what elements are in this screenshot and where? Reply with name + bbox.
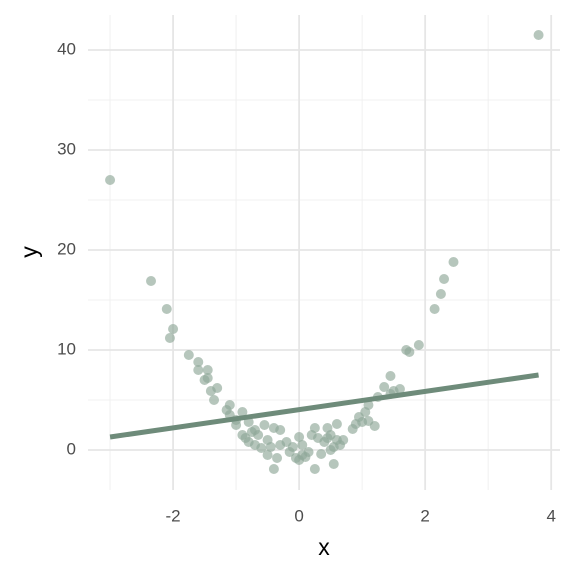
point: [413, 340, 424, 350]
point: [253, 430, 264, 440]
point: [435, 289, 446, 299]
point: [328, 459, 339, 469]
y-tick-label: 10: [57, 339, 76, 358]
point: [224, 400, 235, 410]
point: [297, 440, 308, 450]
trend-line: [109, 372, 539, 440]
point: [212, 383, 223, 393]
point: [369, 421, 380, 431]
point: [202, 373, 213, 383]
point: [439, 274, 450, 284]
point: [303, 447, 314, 457]
point: [268, 464, 279, 474]
y-tick-label: 40: [57, 39, 76, 58]
point: [394, 384, 405, 394]
point: [105, 175, 116, 185]
y-tick-label: 30: [57, 139, 76, 158]
point: [237, 407, 248, 417]
y-tick-label: 0: [67, 439, 76, 458]
point: [146, 276, 157, 286]
point: [309, 423, 320, 433]
y-axis-label: y: [16, 246, 42, 258]
point: [161, 304, 172, 314]
point: [275, 425, 286, 435]
x-tick-label: -2: [166, 506, 181, 525]
point: [316, 449, 327, 459]
point: [429, 304, 440, 314]
point: [272, 453, 283, 463]
point: [385, 371, 396, 381]
x-tick-label: 4: [546, 506, 555, 525]
x-axis-label: x: [318, 534, 330, 560]
point: [193, 365, 204, 375]
point: [193, 357, 204, 367]
point: [404, 347, 415, 357]
point: [287, 442, 298, 452]
x-tick-label: 2: [420, 506, 429, 525]
point: [309, 464, 320, 474]
point: [379, 382, 390, 392]
point: [265, 442, 276, 452]
point: [262, 450, 273, 460]
point: [331, 419, 342, 429]
point: [168, 324, 179, 334]
point: [448, 257, 459, 267]
point: [183, 350, 194, 360]
point: [209, 395, 220, 405]
point: [259, 420, 270, 430]
point: [164, 333, 175, 343]
point: [338, 435, 349, 445]
point: [202, 365, 213, 375]
point: [294, 432, 305, 442]
point: [533, 30, 544, 40]
point: [256, 443, 267, 453]
x-tick-label: 0: [294, 506, 303, 525]
point: [231, 420, 242, 430]
y-tick-label: 20: [57, 239, 76, 258]
